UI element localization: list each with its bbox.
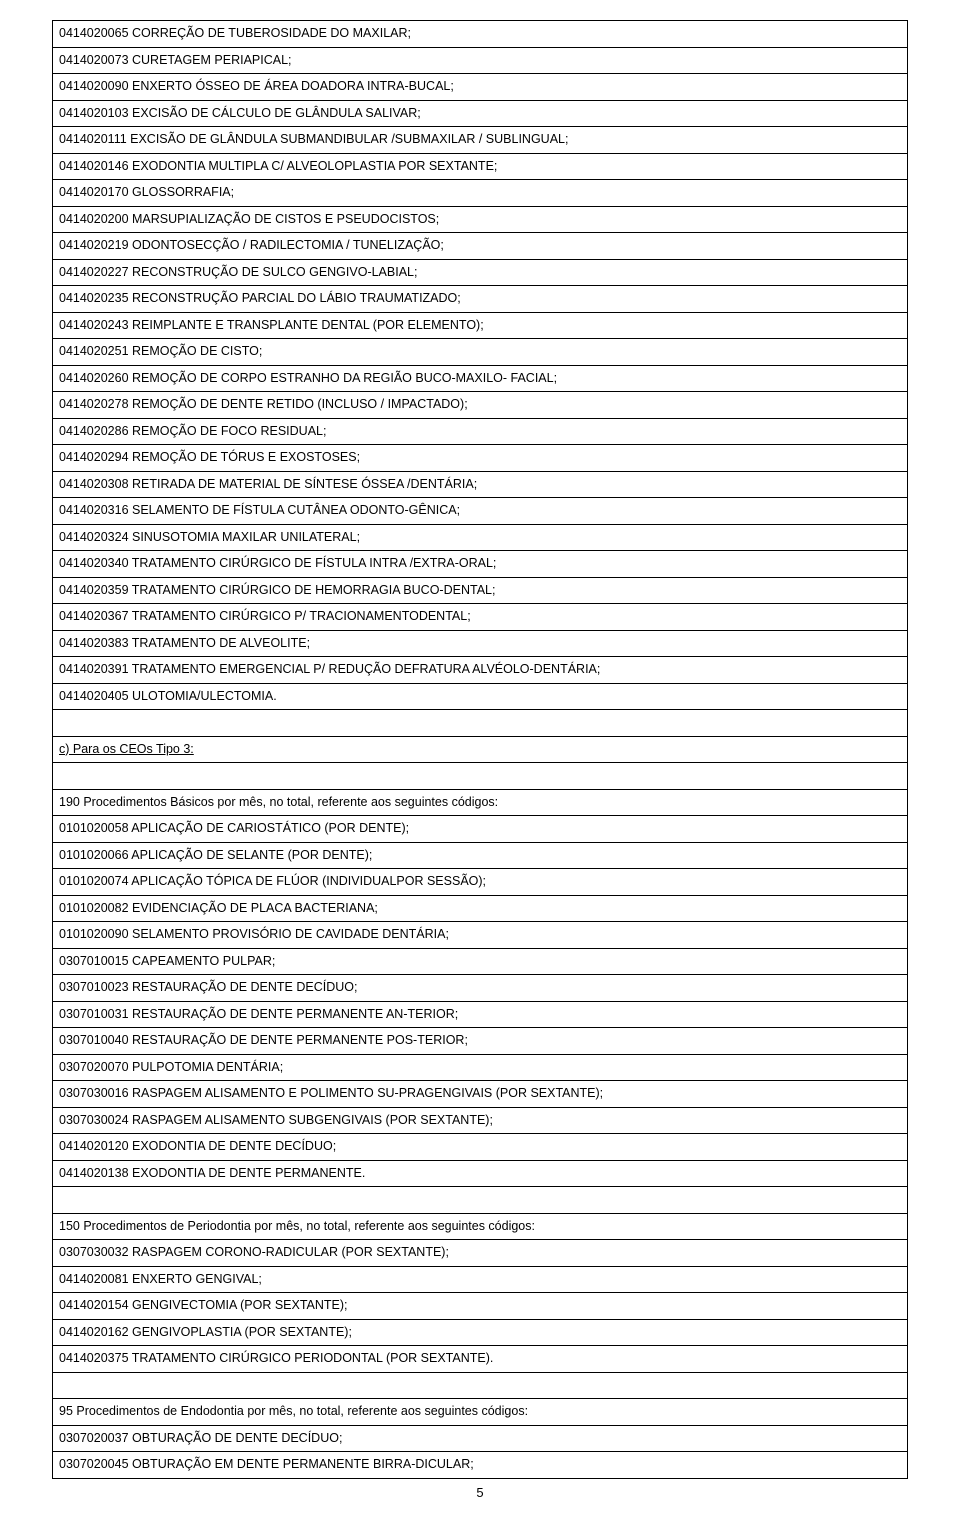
table-row: 0414020391 TRATAMENTO EMERGENCIAL P/ RED… — [53, 657, 908, 684]
table-row: 0414020146 EXODONTIA MULTIPLA C/ ALVEOLO… — [53, 153, 908, 180]
table-row: 0414020340 TRATAMENTO CIRÚRGICO DE FÍSTU… — [53, 551, 908, 578]
table-row: 190 Procedimentos Básicos por mês, no to… — [53, 789, 908, 816]
table-row: 0307030016 RASPAGEM ALISAMENTO E POLIMEN… — [53, 1081, 908, 1108]
table-row: 0414020294 REMOÇÃO DE TÓRUS E EXOSTOSES; — [53, 445, 908, 472]
table-row: 0101020082 EVIDENCIAÇÃO DE PLACA BACTERI… — [53, 895, 908, 922]
table-row: 0414020162 GENGIVOPLASTIA (POR SEXTANTE)… — [53, 1319, 908, 1346]
table-row: 0414020154 GENGIVECTOMIA (POR SEXTANTE); — [53, 1293, 908, 1320]
page-number: 5 — [52, 1485, 908, 1500]
table-row: 0414020316 SELAMENTO DE FÍSTULA CUTÂNEA … — [53, 498, 908, 525]
table-row: 0414020200 MARSUPIALIZAÇÃO DE CISTOS E P… — [53, 206, 908, 233]
table-row: 0414020103 EXCISÃO DE CÁLCULO DE GLÂNDUL… — [53, 100, 908, 127]
document-page: 0414020065 CORREÇÃO DE TUBEROSIDADE DO M… — [0, 0, 960, 1520]
table-row: 0307010015 CAPEAMENTO PULPAR; — [53, 948, 908, 975]
table-row: c) Para os CEOs Tipo 3: — [53, 736, 908, 763]
table-row: 0101020074 APLICAÇÃO TÓPICA DE FLÚOR (IN… — [53, 869, 908, 896]
table-row: 0414020111 EXCISÃO DE GLÂNDULA SUBMANDIB… — [53, 127, 908, 154]
table-row: 0414020081 ENXERTO GENGIVAL; — [53, 1266, 908, 1293]
table-row: 0307010040 RESTAURAÇÃO DE DENTE PERMANEN… — [53, 1028, 908, 1055]
table-row: 0414020170 GLOSSORRAFIA; — [53, 180, 908, 207]
table-row: 0414020278 REMOÇÃO DE DENTE RETIDO (INCL… — [53, 392, 908, 419]
table-row: 0414020405 ULOTOMIA/ULECTOMIA. — [53, 683, 908, 710]
table-row: 0414020260 REMOÇÃO DE CORPO ESTRANHO DA … — [53, 365, 908, 392]
table-row: 0414020120 EXODONTIA DE DENTE DECÍDUO; — [53, 1134, 908, 1161]
table-row: 0307030024 RASPAGEM ALISAMENTO SUBGENGIV… — [53, 1107, 908, 1134]
spacer-row — [53, 1187, 908, 1214]
table-row: 0414020065 CORREÇÃO DE TUBEROSIDADE DO M… — [53, 21, 908, 48]
table-row: 0414020235 RECONSTRUÇÃO PARCIAL DO LÁBIO… — [53, 286, 908, 313]
table-row: 0414020219 ODONTOSECÇÃO / RADILECTOMIA /… — [53, 233, 908, 260]
table-row: 0414020383 TRATAMENTO DE ALVEOLITE; — [53, 630, 908, 657]
table-row: 0414020375 TRATAMENTO CIRÚRGICO PERIODON… — [53, 1346, 908, 1373]
spacer-row — [53, 763, 908, 790]
table-row: 0307020070 PULPOTOMIA DENTÁRIA; — [53, 1054, 908, 1081]
table-row: 0414020359 TRATAMENTO CIRÚRGICO DE HEMOR… — [53, 577, 908, 604]
table-row: 0101020058 APLICAÇÃO DE CARIOSTÁTICO (PO… — [53, 816, 908, 843]
table-row: 0414020073 CURETAGEM PERIAPICAL; — [53, 47, 908, 74]
spacer-row — [53, 1372, 908, 1399]
table-row: 0101020066 APLICAÇÃO DE SELANTE (POR DEN… — [53, 842, 908, 869]
table-row: 0307030032 RASPAGEM CORONO-RADICULAR (PO… — [53, 1240, 908, 1267]
spacer-row — [53, 710, 908, 737]
table-row: 0307010023 RESTAURAÇÃO DE DENTE DECÍDUO; — [53, 975, 908, 1002]
table-row: 0414020090 ENXERTO ÓSSEO DE ÁREA DOADORA… — [53, 74, 908, 101]
table-row: 0307020045 OBTURAÇÃO EM DENTE PERMANENTE… — [53, 1452, 908, 1479]
table-row: 95 Procedimentos de Endodontia por mês, … — [53, 1399, 908, 1426]
table-row: 0414020251 REMOÇÃO DE CISTO; — [53, 339, 908, 366]
table-row: 150 Procedimentos de Periodontia por mês… — [53, 1213, 908, 1240]
table-row: 0414020367 TRATAMENTO CIRÚRGICO P/ TRACI… — [53, 604, 908, 631]
table-row: 0414020243 REIMPLANTE E TRANSPLANTE DENT… — [53, 312, 908, 339]
table-row: 0414020286 REMOÇÃO DE FOCO RESIDUAL; — [53, 418, 908, 445]
table-row: 0414020308 RETIRADA DE MATERIAL DE SÍNTE… — [53, 471, 908, 498]
table-row: 0414020324 SINUSOTOMIA MAXILAR UNILATERA… — [53, 524, 908, 551]
table-row: 0414020227 RECONSTRUÇÃO DE SULCO GENGIVO… — [53, 259, 908, 286]
table-row: 0101020090 SELAMENTO PROVISÓRIO DE CAVID… — [53, 922, 908, 949]
table-row: 0307010031 RESTAURAÇÃO DE DENTE PERMANEN… — [53, 1001, 908, 1028]
procedures-table: 0414020065 CORREÇÃO DE TUBEROSIDADE DO M… — [52, 20, 908, 1479]
table-row: 0414020138 EXODONTIA DE DENTE PERMANENTE… — [53, 1160, 908, 1187]
table-row: 0307020037 OBTURAÇÃO DE DENTE DECÍDUO; — [53, 1425, 908, 1452]
